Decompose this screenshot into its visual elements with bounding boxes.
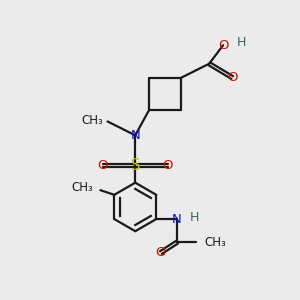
- Text: O: O: [162, 159, 173, 172]
- Text: CH₃: CH₃: [72, 182, 94, 194]
- Text: CH₃: CH₃: [205, 236, 226, 249]
- Text: N: N: [130, 129, 140, 142]
- Text: O: O: [156, 246, 166, 259]
- Text: CH₃: CH₃: [81, 114, 103, 127]
- Text: S: S: [130, 158, 140, 173]
- Text: O: O: [227, 71, 238, 84]
- Text: H: H: [237, 36, 246, 50]
- Text: O: O: [98, 159, 108, 172]
- Text: N: N: [172, 213, 182, 226]
- Text: H: H: [190, 212, 199, 224]
- Text: O: O: [218, 39, 228, 52]
